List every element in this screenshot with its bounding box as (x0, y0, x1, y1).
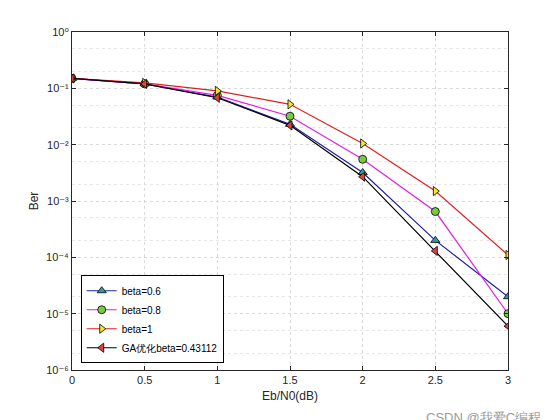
svg-text:GA优化beta=0.43112: GA优化beta=0.43112 (122, 343, 218, 354)
svg-text:beta=0.8: beta=0.8 (122, 305, 162, 316)
svg-text:beta=1: beta=1 (122, 324, 153, 335)
svg-text:10⁻⁴: 10⁻⁴ (46, 251, 69, 263)
svg-text:10⁻²: 10⁻² (47, 139, 69, 151)
svg-text:1.5: 1.5 (282, 374, 297, 386)
svg-text:Eb/N0(dB): Eb/N0(dB) (262, 389, 318, 403)
svg-text:Ber: Ber (27, 192, 41, 211)
svg-text:beta=0.6: beta=0.6 (122, 286, 162, 297)
svg-text:10⁻¹: 10⁻¹ (47, 82, 69, 94)
svg-text:0.5: 0.5 (137, 374, 152, 386)
svg-text:0: 0 (69, 374, 75, 386)
svg-text:10⁻⁵: 10⁻⁵ (46, 308, 69, 320)
svg-text:10⁻³: 10⁻³ (47, 195, 69, 207)
svg-text:CSDN @我爱C编程: CSDN @我爱C编程 (426, 410, 541, 420)
svg-text:10⁻⁶: 10⁻⁶ (46, 364, 69, 376)
svg-text:2: 2 (360, 374, 366, 386)
svg-text:1: 1 (214, 374, 220, 386)
svg-text:10⁰: 10⁰ (52, 26, 69, 38)
svg-text:3: 3 (505, 374, 511, 386)
svg-text:2.5: 2.5 (428, 374, 443, 386)
